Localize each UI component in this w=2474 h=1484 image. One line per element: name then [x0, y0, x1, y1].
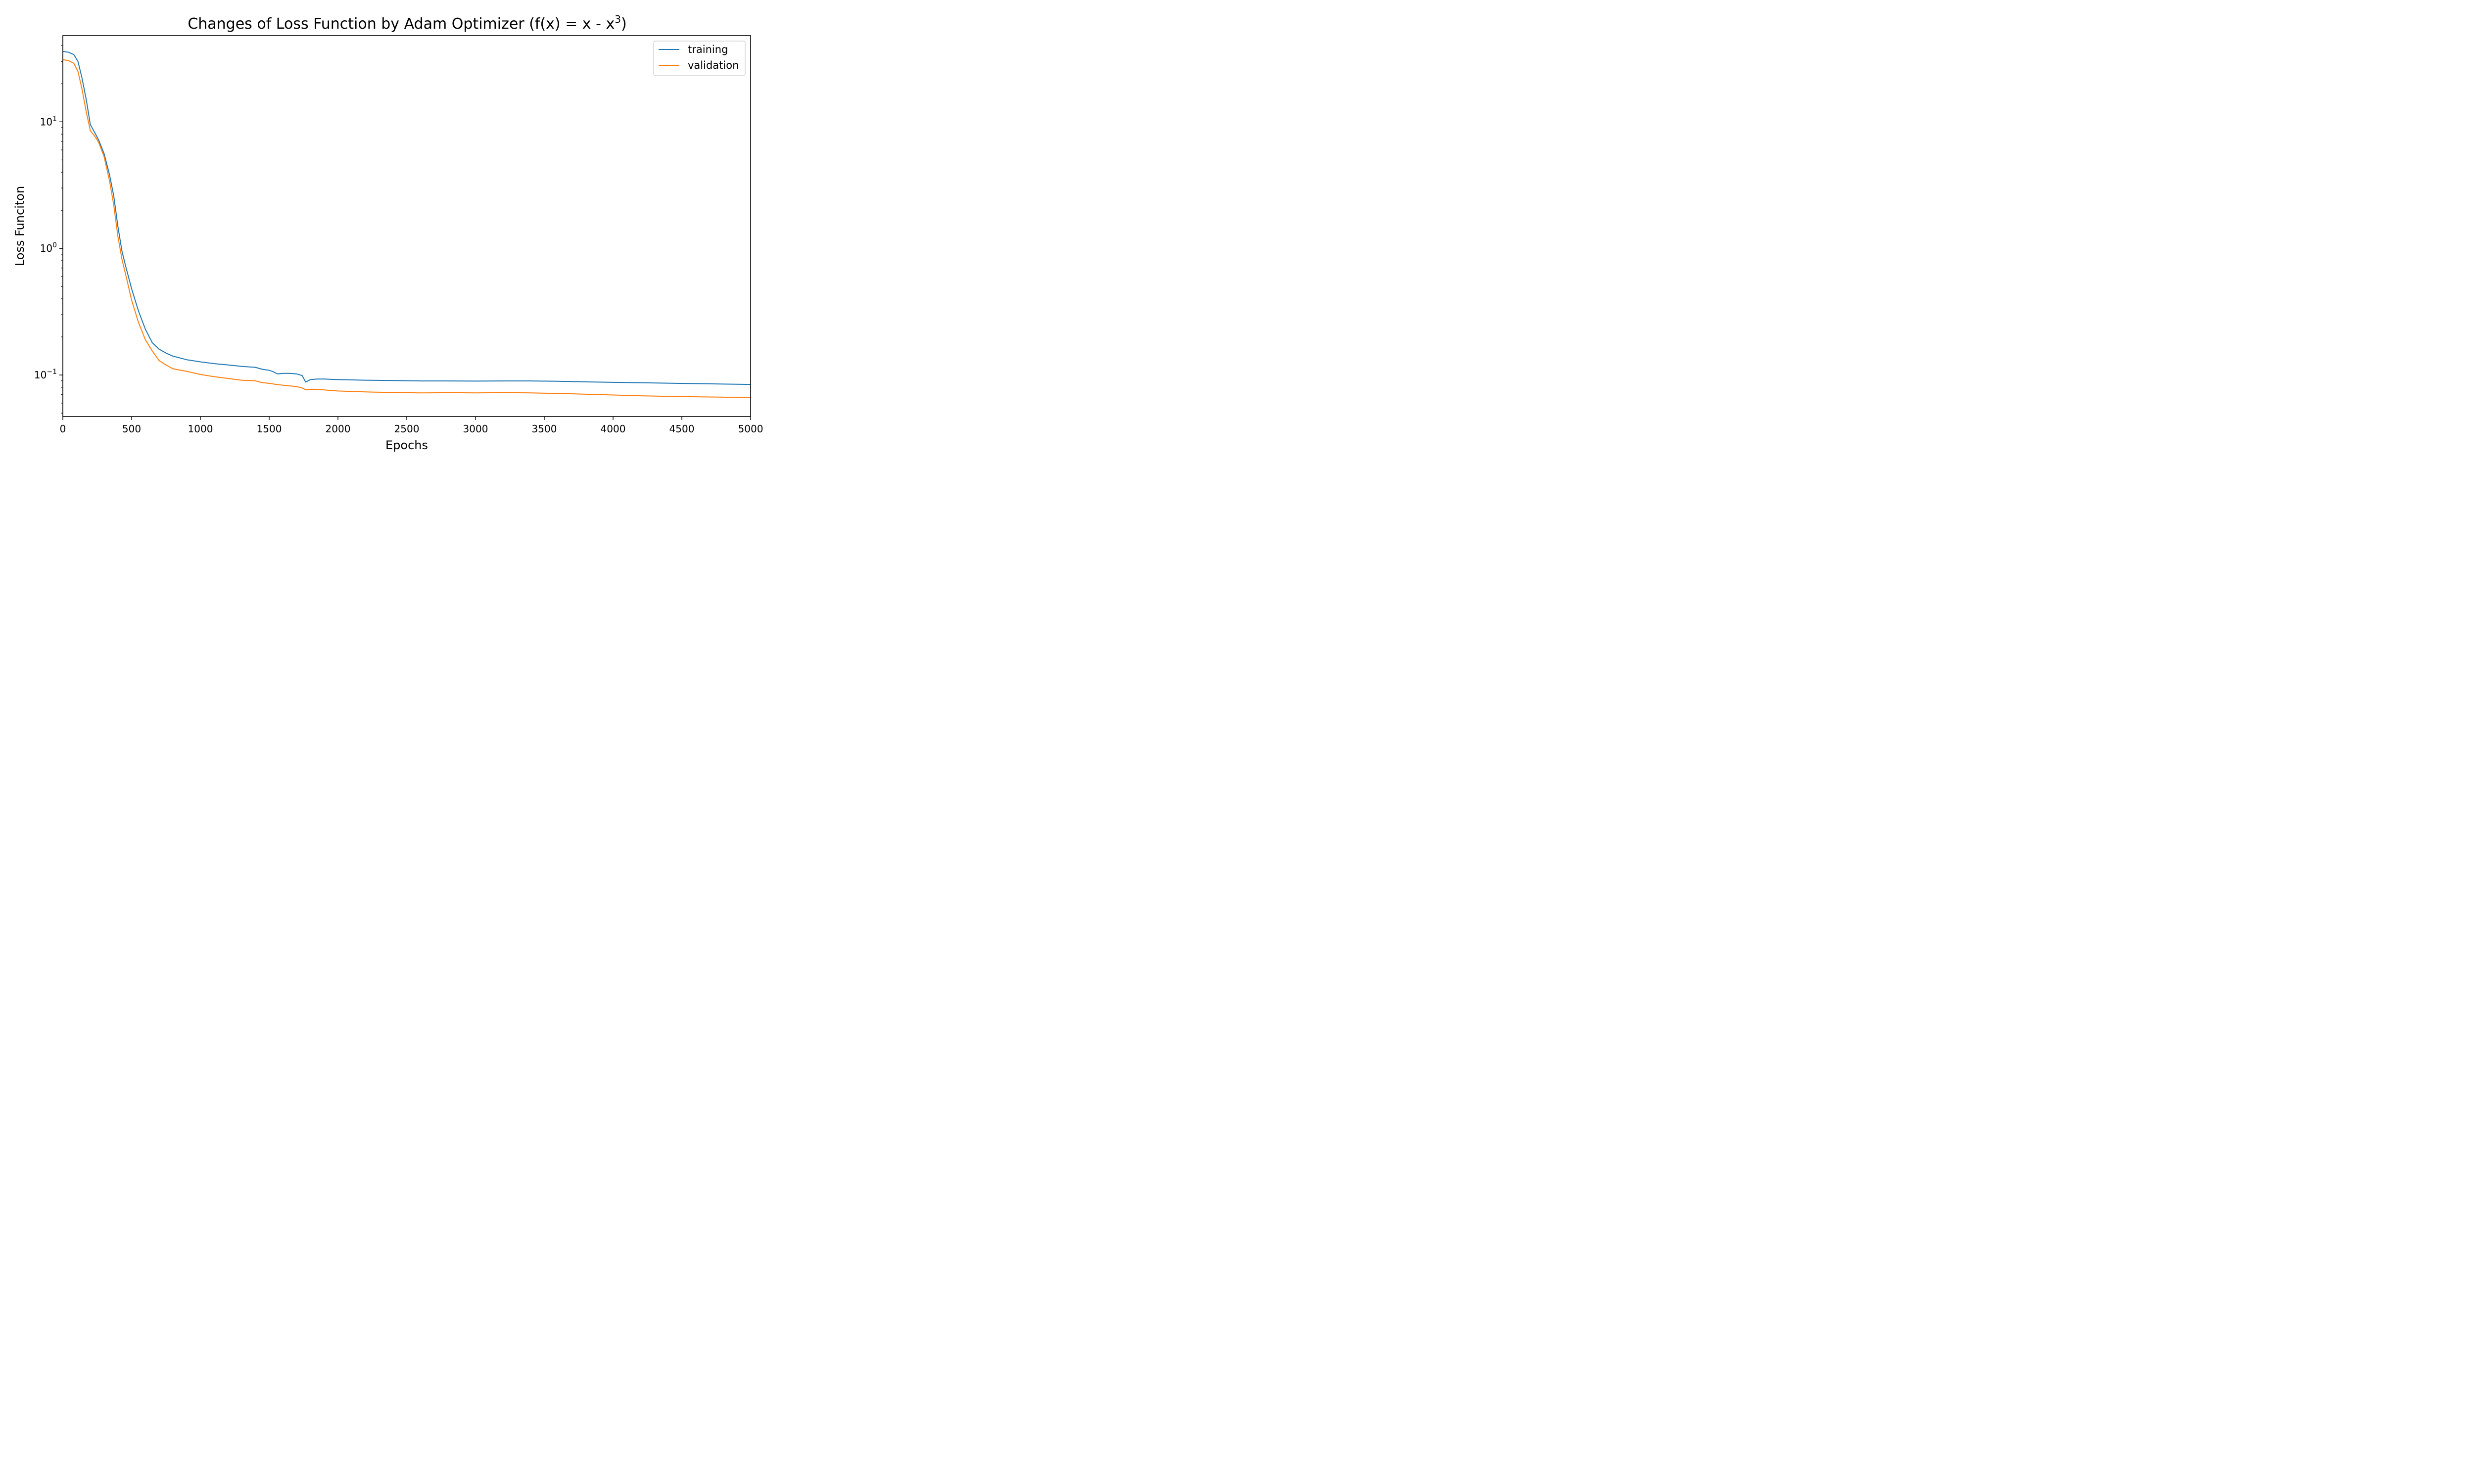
x-axis-label: Epochs	[385, 438, 428, 452]
series-line-validation	[62, 59, 751, 398]
legend-label-training: training	[688, 44, 728, 55]
x-tick-label: 3000	[463, 423, 488, 435]
x-tick-label: 500	[122, 423, 141, 435]
x-tick-label: 1500	[257, 423, 282, 435]
plot-frame	[62, 35, 751, 417]
x-axis: 0 500 1000 1500 2000 2500 3000 3500 4000 4500 5000	[60, 417, 763, 435]
chart-title-superscript: 3	[615, 13, 621, 25]
x-tick-label: 0	[60, 423, 66, 435]
x-tick-label: 4500	[669, 423, 695, 435]
y-axis: 101 100 10−1	[34, 45, 63, 414]
series-line-training	[62, 51, 751, 385]
chart-title-end: )	[621, 15, 627, 33]
loss-chart: Changes of Loss Function by Adam Optimiz…	[13, 13, 763, 452]
legend: training validation	[653, 41, 746, 76]
x-tick-label: 4000	[601, 423, 626, 435]
y-tick-label: 101	[40, 115, 57, 128]
y-axis-label: Loss Funciton	[13, 186, 27, 266]
y-tick-label: 100	[40, 241, 57, 254]
x-tick-label: 2500	[394, 423, 420, 435]
x-tick-label: 1000	[188, 423, 213, 435]
x-tick-label: 3500	[532, 423, 557, 435]
x-tick-label: 5000	[738, 423, 763, 435]
legend-label-validation: validation	[688, 59, 739, 71]
chart-title: Changes of Loss Function by Adam Optimiz…	[188, 13, 626, 33]
y-tick-label: 10−1	[34, 368, 57, 381]
series-layer	[62, 51, 751, 398]
x-tick-label: 2000	[326, 423, 351, 435]
